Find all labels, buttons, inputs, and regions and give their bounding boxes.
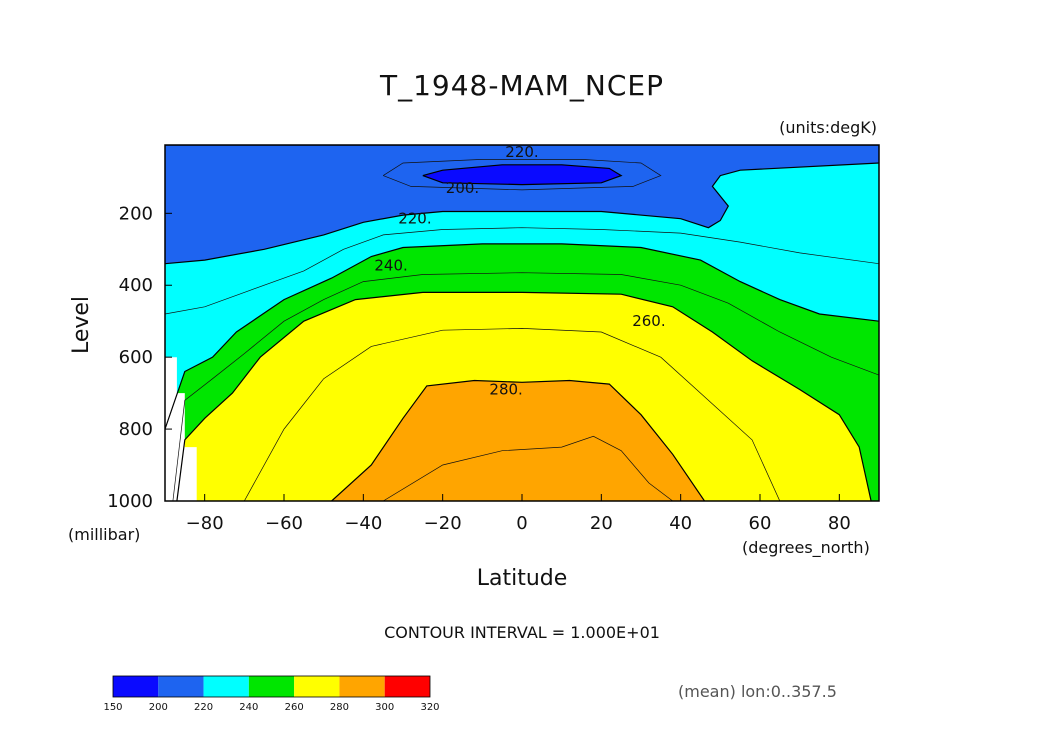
x-axis-ticks: −80 −60 −40 −20 0 20 40 60 80: [186, 494, 851, 534]
colorbar-swatch: [248, 676, 295, 697]
missing-data-region: [165, 357, 197, 501]
y-tick-label: 200: [119, 203, 153, 224]
fill-band-280: [331, 380, 705, 501]
contour-line-250: [172, 272, 879, 501]
x-tick-label: −20: [424, 513, 462, 534]
x-tick-label: −80: [186, 513, 224, 534]
x-tick-label: 40: [669, 513, 692, 534]
contour-line-260: [176, 291, 872, 501]
x-tick-label: 20: [590, 513, 613, 534]
y-tick-label: 600: [119, 347, 153, 368]
contour-label: 240.: [374, 256, 407, 274]
contour-label: 260.: [632, 312, 665, 330]
contour-label: 220.: [398, 210, 431, 228]
units-label: (units:degK): [779, 118, 877, 137]
contour-interval-note: CONTOUR INTERVAL = 1.000E+01: [384, 623, 660, 642]
colorbar-label: 300: [375, 702, 394, 713]
y-tick-label: 400: [119, 275, 153, 296]
colorbar-label: 200: [149, 702, 168, 713]
colorbar-label: 150: [103, 702, 122, 713]
colorbar-swatch: [339, 676, 385, 697]
contour-label: 220.: [505, 143, 538, 161]
fill-band-200: [422, 164, 622, 185]
x-units-label: (degrees_north): [742, 538, 870, 558]
x-tick-label: 60: [749, 513, 772, 534]
averaging-note: (mean) lon:0..357.5: [678, 682, 837, 701]
colorbar-label: 240: [239, 702, 258, 713]
contour-line-230: [165, 227, 879, 315]
y-axis-label: Level: [69, 296, 94, 354]
contour-line-200: [422, 164, 623, 186]
colorbar-swatch: [158, 676, 204, 697]
colorbar-label: 260: [285, 702, 304, 713]
y-tick-label: 800: [119, 419, 153, 440]
y-tick-label: 1000: [107, 491, 153, 512]
major-contour-lines: [165, 145, 879, 501]
contour-line-240: [165, 243, 879, 430]
colorbar-label: 280: [330, 702, 349, 713]
x-tick-label: 80: [828, 513, 851, 534]
colorbar-label: 220: [194, 702, 213, 713]
contour-line-210: [383, 159, 662, 191]
plot-area: [165, 145, 879, 501]
contour-labels: 220. 200. 220. 240. 260. 280.: [374, 143, 665, 398]
contour-line-290: [383, 435, 673, 501]
contour-label: 280.: [489, 381, 522, 399]
chart-title: T_1948-MAM_NCEP: [379, 69, 664, 102]
colorbar-swatch: [384, 676, 430, 697]
contour-line-270: [243, 328, 781, 501]
colorbar: 150 200 220 240 260 280 300 320: [103, 675, 440, 713]
y-axis-ticks: 200 400 600 800 1000: [107, 203, 172, 512]
minor-contour-lines: [165, 159, 879, 501]
colorbar-swatch: [113, 676, 159, 697]
x-axis-label: Latitude: [477, 566, 568, 591]
x-tick-label: −40: [344, 513, 382, 534]
contour-label: 200.: [446, 179, 479, 197]
contour-line-280: [331, 379, 705, 501]
x-tick-label: −60: [265, 513, 303, 534]
contour-line-220: [165, 162, 879, 265]
x-tick-label: 0: [516, 513, 527, 534]
y-units-label: (millibar): [68, 525, 140, 544]
contour-fills: [165, 145, 879, 501]
colorbar-swatch: [203, 676, 249, 697]
colorbar-swatch: [294, 676, 340, 697]
colorbar-frame: [112, 675, 431, 698]
colorbar-label: 320: [420, 702, 439, 713]
